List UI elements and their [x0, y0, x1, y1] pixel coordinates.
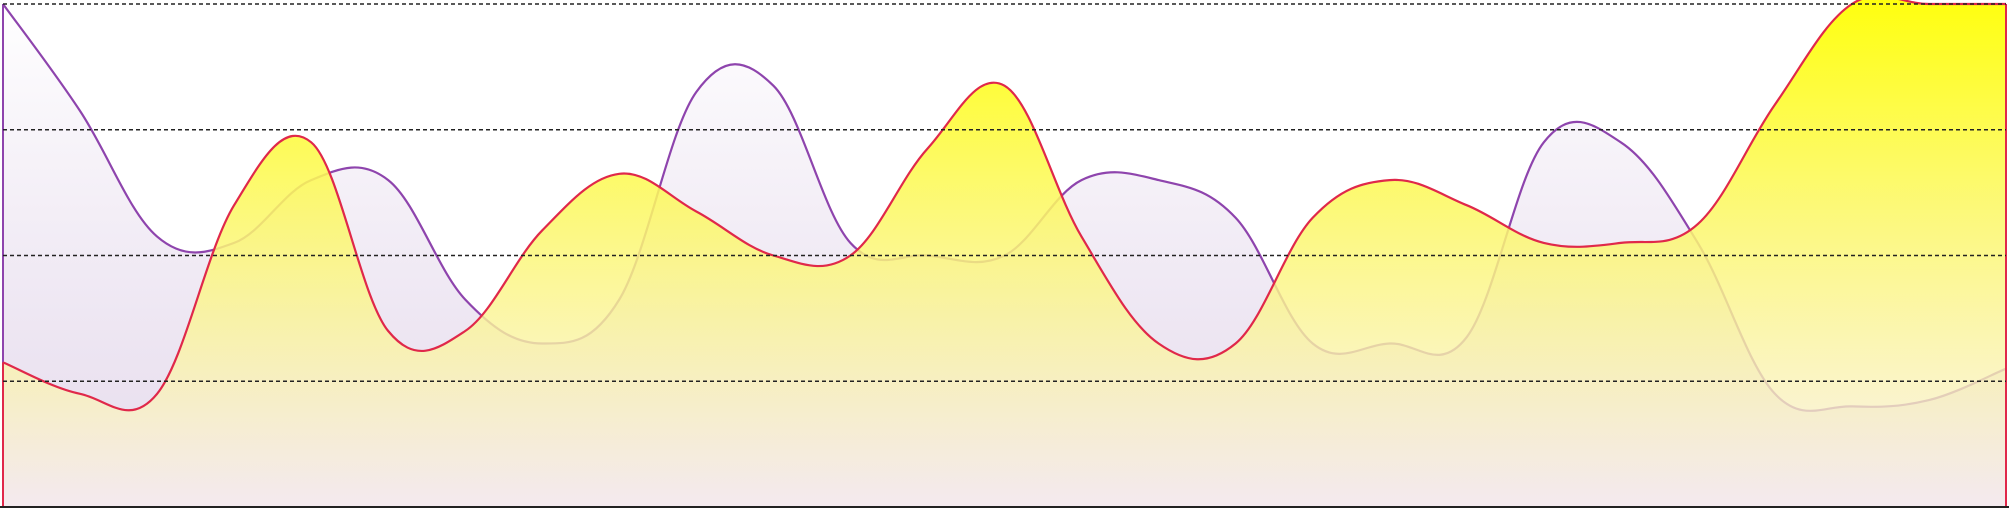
series-2-line	[2, 0, 2006, 412]
gridlines	[3, 3, 2006, 383]
series-2-area	[3, 0, 2006, 507]
